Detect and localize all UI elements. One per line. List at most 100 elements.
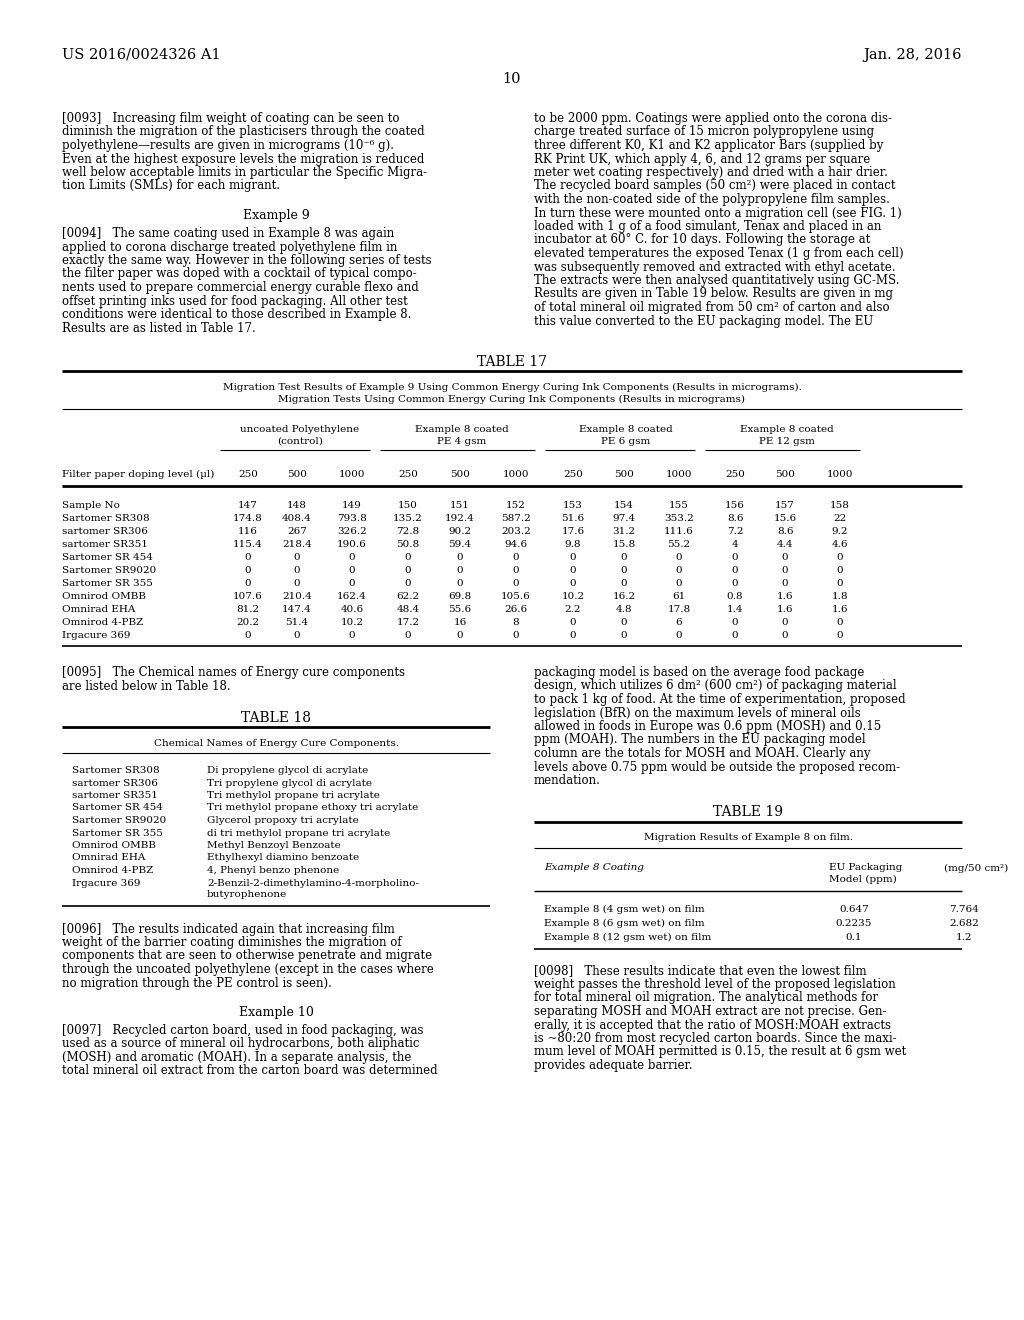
Text: 1000: 1000 [666, 470, 692, 479]
Text: sartomer SR306: sartomer SR306 [62, 527, 147, 536]
Text: of total mineral oil migrated from 50 cm² of carton and also: of total mineral oil migrated from 50 cm… [534, 301, 890, 314]
Text: 153: 153 [563, 502, 583, 510]
Text: US 2016/0024326 A1: US 2016/0024326 A1 [62, 48, 220, 62]
Text: 0: 0 [569, 579, 577, 587]
Text: 17.8: 17.8 [668, 605, 690, 614]
Text: 210.4: 210.4 [283, 591, 312, 601]
Text: TABLE 18: TABLE 18 [241, 711, 311, 725]
Text: 94.6: 94.6 [505, 540, 527, 549]
Text: 4.6: 4.6 [831, 540, 848, 549]
Text: Example 8 (6 gsm wet) on film: Example 8 (6 gsm wet) on film [544, 919, 705, 928]
Text: Tri methylol propane tri acrylate: Tri methylol propane tri acrylate [207, 791, 380, 800]
Text: Omnirad EHA: Omnirad EHA [62, 605, 135, 614]
Text: 4, Phenyl benzo phenone: 4, Phenyl benzo phenone [207, 866, 339, 875]
Text: 1.6: 1.6 [831, 605, 848, 614]
Text: 0: 0 [349, 566, 355, 576]
Text: 500: 500 [614, 470, 634, 479]
Text: 147: 147 [238, 502, 258, 510]
Text: 1.8: 1.8 [831, 591, 848, 601]
Text: 152: 152 [506, 502, 526, 510]
Text: Example 8 coated: Example 8 coated [740, 425, 834, 434]
Text: 9.2: 9.2 [831, 527, 848, 536]
Text: Jan. 28, 2016: Jan. 28, 2016 [863, 48, 962, 62]
Text: Migration Results of Example 8 on film.: Migration Results of Example 8 on film. [643, 833, 853, 842]
Text: legislation (BfR) on the maximum levels of mineral oils: legislation (BfR) on the maximum levels … [534, 706, 861, 719]
Text: nents used to prepare commercial energy curable flexo and: nents used to prepare commercial energy … [62, 281, 419, 294]
Text: Tri methylol propane ethoxy tri acrylate: Tri methylol propane ethoxy tri acrylate [207, 804, 418, 813]
Text: PE 12 gsm: PE 12 gsm [759, 437, 815, 446]
Text: EU Packaging: EU Packaging [829, 863, 902, 873]
Text: 162.4: 162.4 [337, 591, 367, 601]
Text: 1000: 1000 [339, 470, 366, 479]
Text: Even at the highest exposure levels the migration is reduced: Even at the highest exposure levels the … [62, 153, 424, 165]
Text: [0094]   The same coating used in Example 8 was again: [0094] The same coating used in Example … [62, 227, 394, 240]
Text: packaging model is based on the average food package: packaging model is based on the average … [534, 667, 864, 678]
Text: Sartomer SR308: Sartomer SR308 [72, 766, 160, 775]
Text: allowed in foods in Europe was 0.6 ppm (MOSH) and 0.15: allowed in foods in Europe was 0.6 ppm (… [534, 719, 882, 733]
Text: separating MOSH and MOAH extract are not precise. Gen-: separating MOSH and MOAH extract are not… [534, 1005, 887, 1018]
Text: 0: 0 [621, 553, 628, 562]
Text: 154: 154 [614, 502, 634, 510]
Text: 267: 267 [287, 527, 307, 536]
Text: TABLE 17: TABLE 17 [477, 355, 547, 370]
Text: 2-Benzil-2-dimethylamino-4-morpholino-: 2-Benzil-2-dimethylamino-4-morpholino- [207, 879, 419, 887]
Text: 0: 0 [457, 566, 463, 576]
Text: design, which utilizes 6 dm² (600 cm²) of packaging material: design, which utilizes 6 dm² (600 cm²) o… [534, 680, 897, 693]
Text: Migration Test Results of Example 9 Using Common Energy Curing Ink Components (R: Migration Test Results of Example 9 Usin… [222, 383, 802, 392]
Text: 10: 10 [503, 73, 521, 86]
Text: 218.4: 218.4 [283, 540, 312, 549]
Text: 0: 0 [404, 579, 412, 587]
Text: 0: 0 [781, 618, 788, 627]
Text: 0.1: 0.1 [846, 932, 862, 941]
Text: was subsequently removed and extracted with ethyl acetate.: was subsequently removed and extracted w… [534, 260, 896, 273]
Text: (control): (control) [278, 437, 323, 446]
Text: Sartomer SR 355: Sartomer SR 355 [72, 829, 163, 837]
Text: 26.6: 26.6 [505, 605, 527, 614]
Text: mendation.: mendation. [534, 774, 601, 787]
Text: 190.6: 190.6 [337, 540, 367, 549]
Text: Omnirod OMBB: Omnirod OMBB [72, 841, 156, 850]
Text: 0: 0 [781, 553, 788, 562]
Text: 0: 0 [621, 631, 628, 640]
Text: The recycled board samples (50 cm²) were placed in contact: The recycled board samples (50 cm²) were… [534, 180, 896, 193]
Text: In turn these were mounted onto a migration cell (see FIG. 1): In turn these were mounted onto a migrat… [534, 206, 902, 219]
Text: 51.4: 51.4 [286, 618, 308, 627]
Text: 0: 0 [621, 579, 628, 587]
Text: Ethylhexyl diamino benzoate: Ethylhexyl diamino benzoate [207, 854, 359, 862]
Text: 0: 0 [676, 579, 682, 587]
Text: to pack 1 kg of food. At the time of experimentation, proposed: to pack 1 kg of food. At the time of exp… [534, 693, 905, 706]
Text: PE 6 gsm: PE 6 gsm [601, 437, 650, 446]
Text: the filter paper was doped with a cocktail of typical compo-: the filter paper was doped with a cockta… [62, 268, 417, 281]
Text: Results are given in Table 19 below. Results are given in mg: Results are given in Table 19 below. Res… [534, 288, 893, 301]
Text: Example 10: Example 10 [239, 1006, 313, 1019]
Text: used as a source of mineral oil hydrocarbons, both aliphatic: used as a source of mineral oil hydrocar… [62, 1038, 420, 1051]
Text: Example 8 coated: Example 8 coated [580, 425, 673, 434]
Text: 1.2: 1.2 [955, 932, 972, 941]
Text: 500: 500 [775, 470, 795, 479]
Text: Omnirod 4-PBZ: Omnirod 4-PBZ [62, 618, 143, 627]
Text: sartomer SR351: sartomer SR351 [72, 791, 158, 800]
Text: Filter paper doping level (µl): Filter paper doping level (µl) [62, 470, 214, 479]
Text: 0: 0 [245, 566, 251, 576]
Text: with the non-coated side of the polypropylene film samples.: with the non-coated side of the polyprop… [534, 193, 890, 206]
Text: 4.8: 4.8 [615, 605, 632, 614]
Text: 4.4: 4.4 [777, 540, 794, 549]
Text: Example 8 Coating: Example 8 Coating [544, 863, 644, 873]
Text: 111.6: 111.6 [665, 527, 694, 536]
Text: Sartomer SR308: Sartomer SR308 [62, 513, 150, 523]
Text: 0: 0 [513, 566, 519, 576]
Text: meter wet coating respectively) and dried with a hair drier.: meter wet coating respectively) and drie… [534, 166, 888, 180]
Text: incubator at 60° C. for 10 days. Following the storage at: incubator at 60° C. for 10 days. Followi… [534, 234, 870, 247]
Text: 1.6: 1.6 [777, 605, 794, 614]
Text: 0: 0 [457, 553, 463, 562]
Text: weight passes the threshold level of the proposed legislation: weight passes the threshold level of the… [534, 978, 896, 991]
Text: 0: 0 [404, 553, 412, 562]
Text: 0: 0 [513, 553, 519, 562]
Text: 0: 0 [457, 579, 463, 587]
Text: 15.6: 15.6 [773, 513, 797, 523]
Text: [0097]   Recycled carton board, used in food packaging, was: [0097] Recycled carton board, used in fo… [62, 1024, 424, 1038]
Text: diminish the migration of the plasticisers through the coated: diminish the migration of the plasticise… [62, 125, 425, 139]
Text: 0: 0 [569, 631, 577, 640]
Text: 55.2: 55.2 [668, 540, 690, 549]
Text: 0: 0 [621, 618, 628, 627]
